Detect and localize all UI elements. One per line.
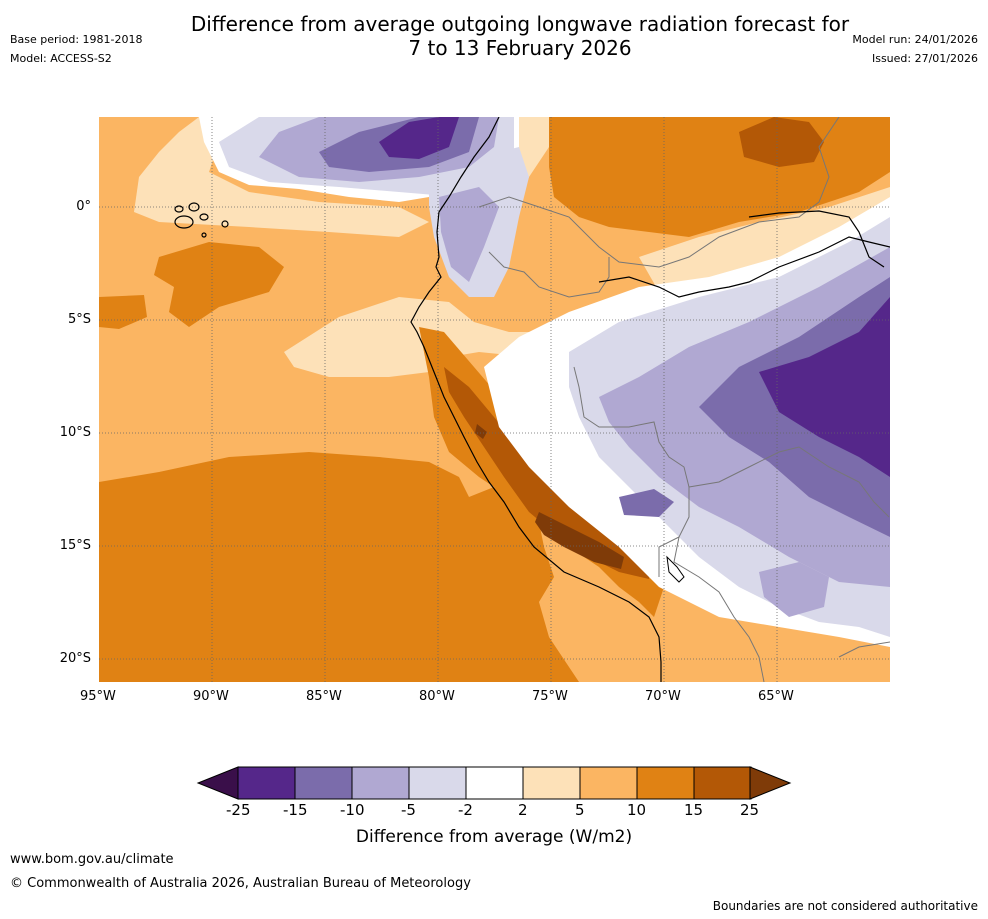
colorbar-extend-low [196,766,239,800]
colorbar-tick-n10: -10 [340,801,365,819]
anomaly-field-n15-east [759,297,890,477]
amazon-river [598,236,890,298]
lon-label-70w: 70°W [645,689,681,704]
boundary-disclaimer: Boundaries are not considered authoritat… [712,899,978,913]
lat-label-20s: 20°S [59,651,91,666]
colorbar-tick-p2: 2 [518,801,528,819]
issued-date: Issued: 27/01/2026 [871,52,978,65]
title-line-1: Difference from average outgoing longwav… [190,12,850,36]
lon-label-80w: 80°W [419,689,455,704]
chart-title: Difference from average outgoing longwav… [150,12,890,60]
anomaly-field-n10-small [619,489,674,517]
colorbar-tick-n25: -25 [226,801,251,819]
lon-label-75w: 75°W [532,689,568,704]
colorbar-tick-p15: 15 [684,801,704,819]
colorbar-segment-0 [237,766,296,800]
colorbar-segments [237,766,752,800]
olr-anomaly-map [99,117,890,682]
lon-label-95w: 95°W [80,689,116,704]
graticule [99,117,890,682]
country-borders [478,117,890,682]
colorbar-title: Difference from average (W/m2) [355,827,633,847]
colorbar-tick-n5: -5 [401,801,416,819]
anomaly-field-p10-far-west [99,295,147,329]
model-run-date: Model run: 24/01/2026 [852,33,978,46]
colorbar-tick-p25: 25 [740,801,760,819]
lake-titicaca [666,555,685,583]
galapagos-islands [174,202,229,238]
colorbar-segment-2 [351,766,410,800]
lat-label-15s: 15°S [59,538,91,553]
colorbar-extend-high [749,766,792,800]
lon-label-90w: 90°W [193,689,229,704]
anomaly-field-p25-core [535,512,624,569]
anomaly-field-p10-west [154,242,284,327]
anomaly-field-p25-spot [475,424,487,439]
title-line-2: 7 to 13 February 2026 [408,36,632,60]
lon-label-85w: 85°W [306,689,342,704]
lat-label-5s: 5°S [67,312,91,327]
colorbar-segment-4 [465,766,524,800]
lon-label-65w: 65°W [758,689,794,704]
colorbar-tick-n2: -2 [458,801,473,819]
colorbar-tick-p5: 5 [575,801,585,819]
south-america-coastline [410,117,662,682]
website-link[interactable]: www.bom.gov.au/climate [10,852,174,867]
colorbar-segment-6 [579,766,638,800]
colorbar-tick-p10: 10 [627,801,647,819]
anomaly-field-n5-patch [759,562,829,617]
colorbar-segment-1 [294,766,353,800]
copyright-notice: © Commonwealth of Australia 2026, Austra… [10,876,471,891]
anomaly-field-p10-southwest [99,452,579,682]
lat-label-10s: 10°S [59,425,91,440]
base-period: Base period: 1981-2018 [10,33,143,46]
anomaly-field-p15-northeast [739,117,824,167]
anomaly-field-n15-north [379,117,459,159]
colorbar-segment-7 [636,766,695,800]
model-name: Model: ACCESS-S2 [10,52,112,65]
colorbar-segment-8 [693,766,752,800]
lat-label-0: 0° [76,199,91,214]
northeast-river [748,210,885,268]
anomaly-field-n5-north-strip [439,187,499,282]
colorbar-segment-3 [408,766,467,800]
colorbar-segment-5 [522,766,581,800]
colorbar [196,766,792,800]
colorbar-tick-n15: -15 [283,801,308,819]
